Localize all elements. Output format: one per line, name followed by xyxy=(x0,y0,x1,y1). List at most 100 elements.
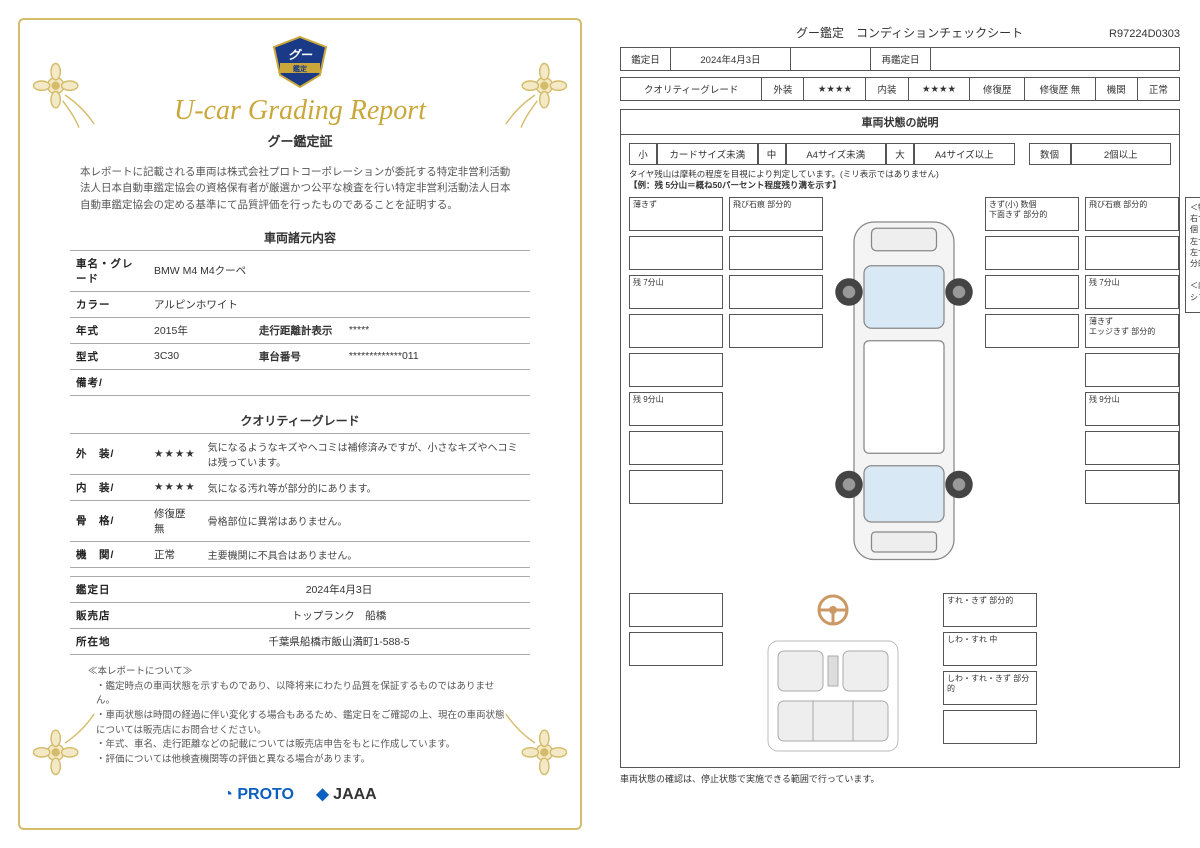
condition-header: 車両状態の説明 xyxy=(620,109,1180,134)
damage-box xyxy=(629,470,723,504)
size-cell: A4サイズ未満 xyxy=(786,143,887,165)
sheet-title: グー鑑定 コンディションチェックシート xyxy=(710,24,1109,41)
spec-value: アルピンホワイト xyxy=(148,291,530,317)
size-cell: 中 xyxy=(758,143,786,165)
cell-value: ★★★★ xyxy=(908,78,970,101)
spec-value: ***** xyxy=(343,317,530,343)
footnotes: ≪本レポートについて≫ 鑑定時点の車両状態を示すものであり、以降将来にわたり品質… xyxy=(88,665,512,768)
damage-box: 飛び石痕 部分的 xyxy=(729,197,823,231)
condition-body: 小 カードサイズ未満 中 A4サイズ未満 大 A4サイズ以上 数個 2個以上 タ… xyxy=(620,134,1180,768)
grade-table: 外 装/★★★★気になるようなキズやヘコミは補修済みですが、小さなキズやヘコミは… xyxy=(70,433,530,568)
grade-text: 気になる汚れ等が部分的にあります。 xyxy=(202,474,530,500)
grade-stars: ★★★★ xyxy=(148,474,202,500)
damage-box: すれ・きず 部分的 xyxy=(943,593,1037,627)
meta-label: 所在地 xyxy=(70,628,148,654)
cell-label: クオリティーグレード xyxy=(621,78,762,101)
size-cell: 数個 xyxy=(1029,143,1071,165)
cell-label: 再鑑定日 xyxy=(871,48,931,71)
sheet-code: R97224D0303 xyxy=(1109,28,1180,40)
damage-box: 残 9分山 xyxy=(1085,392,1179,426)
spec-label: 走行距離計表示 xyxy=(253,317,343,343)
logo-row: PROTO JAAA xyxy=(50,784,550,804)
damage-box xyxy=(629,431,723,465)
damage-box xyxy=(1085,353,1179,387)
report-subtitle: グー鑑定証 xyxy=(50,131,550,150)
size-cell: 小 xyxy=(629,143,657,165)
spec-value: *************011 xyxy=(343,343,530,369)
damage-box xyxy=(985,275,1079,309)
meta-value: 2024年4月3日 xyxy=(148,576,530,602)
remarks-box: ＜特記事項＞ 右サイドスポイラー きず(小) 数個 左サイドスポイラー きず 中… xyxy=(1185,197,1200,313)
quality-row: クオリティーグレード 外装 ★★★★ 内装 ★★★★ 修復歴 修復歴 無 機関 … xyxy=(620,77,1180,101)
damage-box xyxy=(629,314,723,348)
grade-label: 外 装/ xyxy=(70,433,148,474)
damage-box xyxy=(1085,431,1179,465)
damage-box xyxy=(985,236,1079,270)
footnote-item: 鑑定時点の車両状態を示すものであり、以降将来にわたり品質を保証するものではありま… xyxy=(96,680,512,709)
spec-value: BMW M4 M4クーペ xyxy=(148,250,530,291)
damage-box xyxy=(985,314,1079,348)
damage-box: 薄きず xyxy=(629,197,723,231)
svg-text:鑑定: 鑑定 xyxy=(293,64,307,73)
proto-logo: PROTO xyxy=(223,786,294,803)
damage-box: 飛び石痕 部分的 xyxy=(1085,197,1179,231)
damage-box xyxy=(729,236,823,270)
cell-value xyxy=(931,48,1180,71)
size-cell: A4サイズ以上 xyxy=(914,143,1015,165)
cell-value: 2024年4月3日 xyxy=(671,48,791,71)
size-cell: 大 xyxy=(886,143,914,165)
meta-label: 販売店 xyxy=(70,602,148,628)
spec-label: 年式 xyxy=(70,317,148,343)
footnote-header: ≪本レポートについて≫ xyxy=(88,665,512,680)
grade-label: 機 関/ xyxy=(70,541,148,567)
cell-value: 修復歴 無 xyxy=(1025,78,1096,101)
damage-box xyxy=(1085,470,1179,504)
damage-box: しわ・すれ 中 xyxy=(943,632,1037,666)
cell-value: ★★★★ xyxy=(804,78,866,101)
spec-value: 3C30 xyxy=(148,343,253,369)
interior-diagram: すれ・きず 部分的しわ・すれ 中しわ・すれ・きず 部分的 xyxy=(629,593,1171,759)
cell-label: 外装 xyxy=(762,78,804,101)
damage-box xyxy=(729,275,823,309)
damage-box xyxy=(1085,236,1179,270)
cell-label: 鑑定日 xyxy=(621,48,671,71)
grading-report-panel: グー鑑定 U-car Grading Report グー鑑定証 本レポートに記載… xyxy=(0,0,600,848)
cell-label: 機関 xyxy=(1095,78,1137,101)
damage-box: 薄きず エッジきず 部分的 xyxy=(1085,314,1179,348)
meta-value: 千葉県船橋市飯山満町1-588-5 xyxy=(148,628,530,654)
damage-box xyxy=(729,314,823,348)
size-legend: 小 カードサイズ未満 中 A4サイズ未満 大 A4サイズ以上 数個 2個以上 xyxy=(629,143,1171,165)
damage-box: 残 9分山 xyxy=(629,392,723,426)
spec-value: 2015年 xyxy=(148,317,253,343)
size-cell: カードサイズ未満 xyxy=(657,143,758,165)
spec-label: 型式 xyxy=(70,343,148,369)
grade-text: 主要機関に不具合はありません。 xyxy=(202,541,530,567)
grade-stars: ★★★★ xyxy=(148,433,202,474)
grade-value: 修復歴 無 xyxy=(148,500,202,541)
grade-value: 正常 xyxy=(148,541,202,567)
meta-value: トップランク 船橋 xyxy=(148,602,530,628)
bottom-note: 車両状態の確認は、停止状態で実施できる範囲で行っています。 xyxy=(620,772,1180,785)
steering-icon xyxy=(729,593,937,630)
damage-box xyxy=(629,632,723,666)
goo-badge-icon: グー鑑定 xyxy=(50,35,550,93)
size-cell: 2個以上 xyxy=(1071,143,1172,165)
date-row: 鑑定日 2024年4月3日 再鑑定日 xyxy=(620,47,1180,71)
spec-table: 車名・グレードBMW M4 M4クーペ カラーアルピンホワイト 年式2015年走… xyxy=(70,250,530,396)
grade-label: 骨 格/ xyxy=(70,500,148,541)
spec-label: カラー xyxy=(70,291,148,317)
damage-box xyxy=(629,593,723,627)
car-interior-icon xyxy=(758,636,908,756)
cell-value: 正常 xyxy=(1137,78,1179,101)
jaaa-logo: JAAA xyxy=(316,786,376,803)
car-top-icon xyxy=(829,197,979,585)
exterior-diagram: 薄きず残 7分山残 9分山 飛び石痕 部分的 きず(小) 数個 下面きず 部分的 xyxy=(629,197,1171,585)
damage-box: 残 7分山 xyxy=(629,275,723,309)
grade-label: 内 装/ xyxy=(70,474,148,500)
damage-box xyxy=(943,710,1037,744)
meta-table: 鑑定日2024年4月3日 販売店トップランク 船橋 所在地千葉県船橋市飯山満町1… xyxy=(70,576,530,655)
spec-value xyxy=(148,369,530,395)
grade-text: 気になるようなキズやヘコミは補修済みですが、小さなキズやヘコミは残っています。 xyxy=(202,433,530,474)
intro-text: 本レポートに記載される車両は株式会社プロトコーポレーションが委託する特定非営利活… xyxy=(80,164,520,213)
condition-sheet-panel: グー鑑定 コンディションチェックシート R97224D0303 鑑定日 2024… xyxy=(600,0,1200,848)
